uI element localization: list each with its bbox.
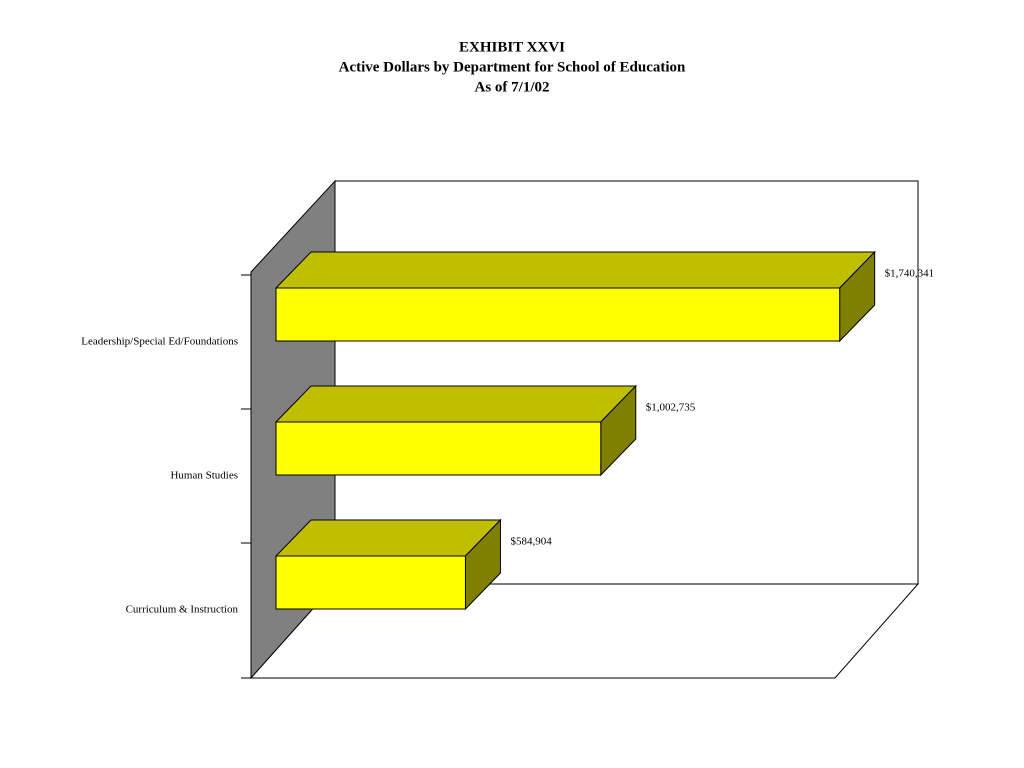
axis-ticks bbox=[241, 274, 251, 679]
value-label: $1,002,735 bbox=[646, 402, 696, 414]
bar-top bbox=[274, 385, 637, 423]
value-label: $1,740,341 bbox=[885, 268, 935, 280]
chart-title: EXHIBIT XXVI bbox=[459, 39, 565, 55]
category-label: Curriculum & Instruction bbox=[126, 604, 239, 616]
bar bbox=[275, 287, 841, 342]
category-label: Leadership/Special Ed/Foundations bbox=[81, 336, 238, 348]
bar-top bbox=[274, 519, 502, 557]
chart-title: Active Dollars by Department for School … bbox=[339, 59, 686, 75]
bar bbox=[275, 421, 602, 476]
bar-top bbox=[274, 251, 876, 289]
bar bbox=[275, 555, 466, 610]
category-label: Human Studies bbox=[170, 470, 238, 482]
chart-title: As of 7/1/02 bbox=[475, 79, 550, 95]
value-label: $584,904 bbox=[510, 536, 552, 548]
